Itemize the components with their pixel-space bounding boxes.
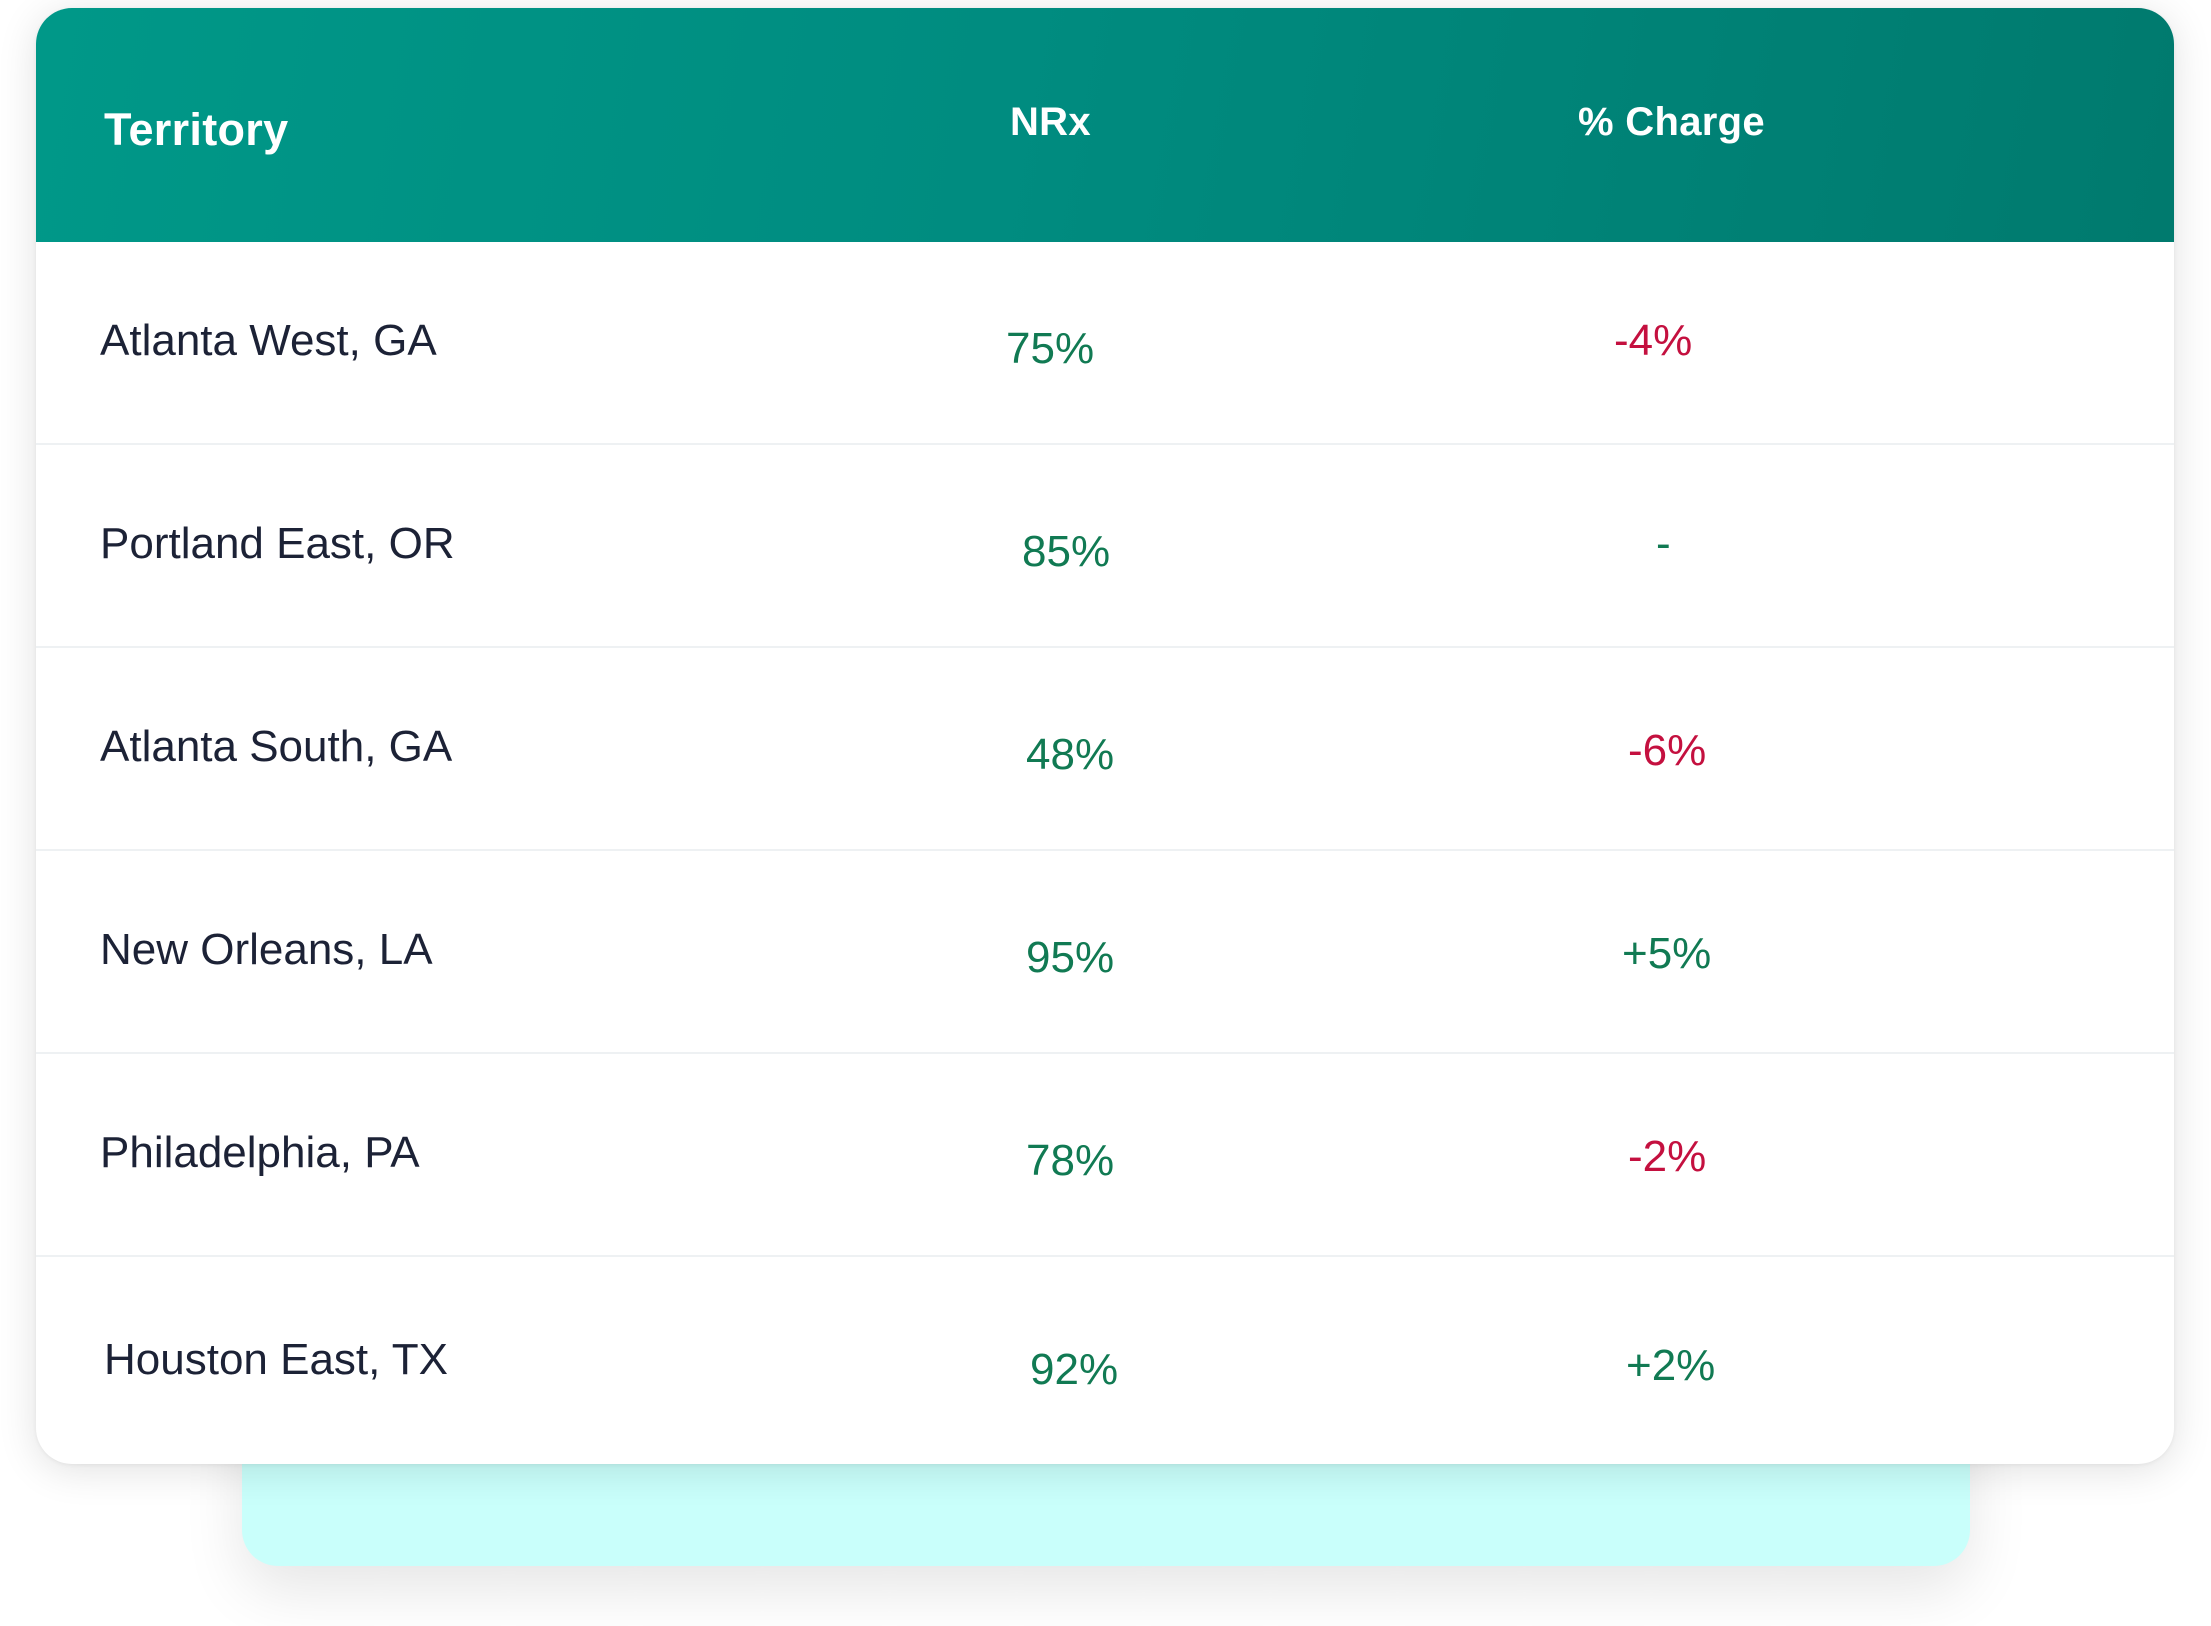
table-row[interactable]: Philadelphia, PA 78% -2% bbox=[36, 1054, 2174, 1257]
column-header-nrx[interactable]: NRx bbox=[1010, 100, 1091, 144]
change-cell: +2% bbox=[1626, 1341, 1716, 1390]
nrx-cell: 92% bbox=[1030, 1345, 1119, 1394]
territory-cell: Philadelphia, PA bbox=[100, 1128, 420, 1177]
territory-cell: Atlanta West, GA bbox=[100, 316, 437, 365]
territory-cell: Atlanta South, GA bbox=[100, 722, 453, 771]
change-cell: - bbox=[1656, 519, 1671, 568]
change-cell: -4% bbox=[1614, 316, 1693, 365]
change-cell: -2% bbox=[1628, 1132, 1707, 1181]
territory-cell: New Orleans, LA bbox=[100, 925, 433, 974]
nrx-cell: 75% bbox=[1006, 324, 1095, 373]
territory-cell: Portland East, OR bbox=[100, 519, 455, 568]
table-row[interactable]: Houston East, TX 92% +2% bbox=[36, 1257, 2174, 1463]
territory-cell: Houston East, TX bbox=[104, 1335, 449, 1384]
territory-table: Territory NRx % Charge Atlanta West, GA … bbox=[36, 8, 2174, 1464]
nrx-cell: 48% bbox=[1026, 730, 1115, 779]
table-row[interactable]: Atlanta South, GA 48% -6% bbox=[36, 648, 2174, 851]
column-header-change[interactable]: % Charge bbox=[1578, 100, 1765, 144]
table-row[interactable]: Atlanta West, GA 75% -4% bbox=[36, 242, 2174, 445]
nrx-cell: 95% bbox=[1026, 933, 1115, 982]
table-row[interactable]: New Orleans, LA 95% +5% bbox=[36, 851, 2174, 1054]
nrx-cell: 85% bbox=[1022, 527, 1111, 576]
column-header-territory[interactable]: Territory bbox=[104, 104, 289, 155]
change-cell: -6% bbox=[1628, 726, 1707, 775]
table-row[interactable]: Portland East, OR 85% - bbox=[36, 445, 2174, 648]
table-header: Territory NRx % Charge bbox=[36, 8, 2174, 242]
change-cell: +5% bbox=[1622, 929, 1712, 978]
nrx-cell: 78% bbox=[1026, 1136, 1115, 1185]
